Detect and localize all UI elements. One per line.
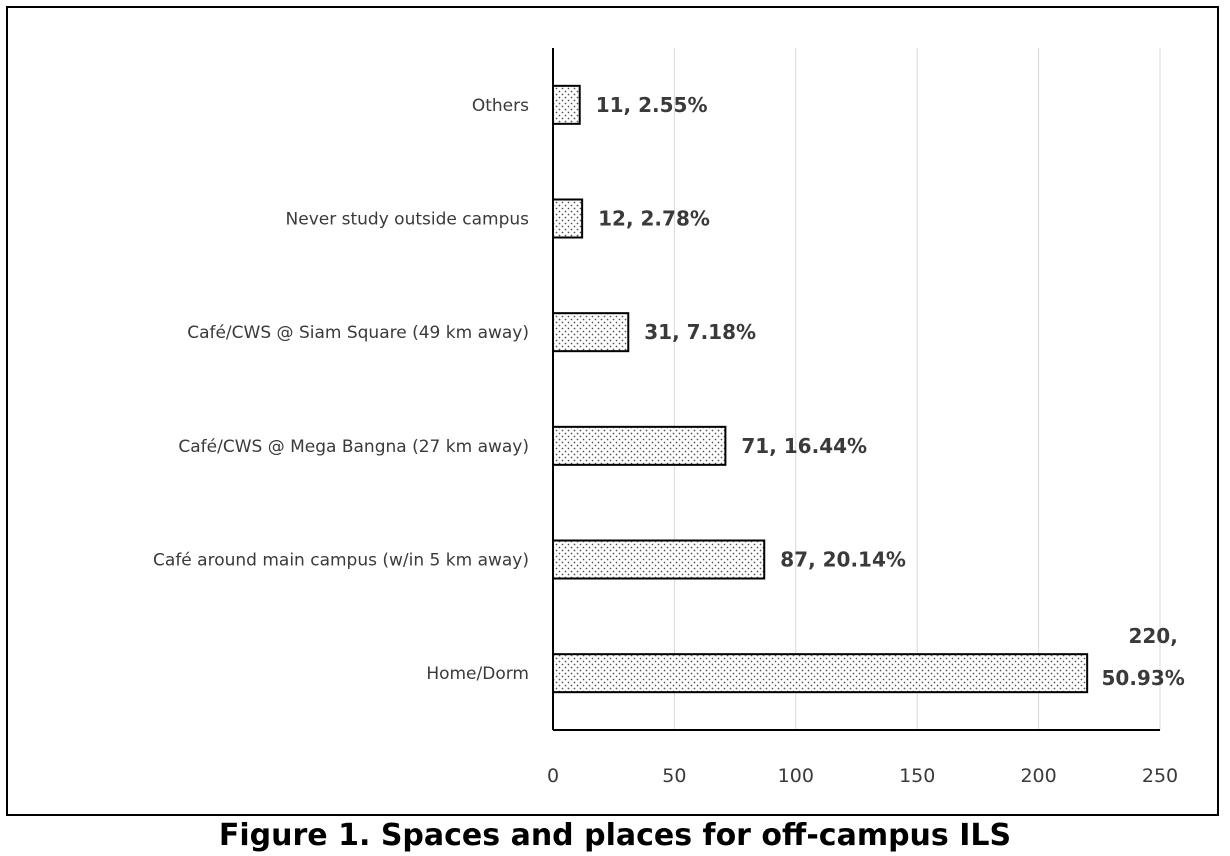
- category-label-2: Café/CWS @ Mega Bangna (27 km away): [178, 437, 529, 457]
- data-label-1: 87, 20.14%: [780, 548, 906, 572]
- data-label-5: 11, 2.55%: [596, 93, 708, 117]
- data-label-2: 71, 16.44%: [741, 434, 867, 458]
- bar-4: [552, 198, 584, 239]
- figure-caption: Figure 1. Spaces and places for off-camp…: [218, 818, 1012, 853]
- x-tick-label-50: 50: [662, 765, 686, 787]
- category-labels: Home/Dorm Café around main campus (w/in 5…: [153, 96, 529, 684]
- bar-1: [552, 539, 766, 580]
- x-tick-label-150: 150: [899, 765, 935, 787]
- x-tick-label-100: 100: [778, 765, 814, 787]
- bar-5: [552, 84, 581, 125]
- category-label-1: Café around main campus (w/in 5 km away): [153, 551, 529, 571]
- data-label-4: 12, 2.78%: [598, 207, 710, 231]
- data-label-0-line-1: 50.93%: [1102, 666, 1185, 690]
- bar-3: [552, 312, 630, 353]
- axes: [552, 48, 1160, 731]
- data-labels: 220, 50.93% 87, 20.14% 71, 16.44% 31, 7.18% 1…: [596, 93, 1185, 690]
- bar-2: [552, 425, 727, 466]
- x-tick-labels: 0 50 100 150 200 250: [547, 765, 1178, 787]
- x-tick-label-200: 200: [1020, 765, 1056, 787]
- bar-0: [552, 653, 1089, 694]
- data-label-0: 220, 50.93%: [1102, 624, 1185, 690]
- bar-chart: Home/Dorm Café around main campus (w/in 5…: [153, 48, 1185, 787]
- x-tick-label-0: 0: [547, 765, 559, 787]
- gridlines: [673, 48, 1161, 730]
- category-label-0: Home/Dorm: [426, 664, 529, 684]
- category-label-5: Others: [472, 96, 529, 116]
- data-label-3: 31, 7.18%: [644, 320, 756, 344]
- category-label-4: Never study outside campus: [286, 210, 530, 230]
- bars: [552, 84, 1089, 694]
- data-label-0-line-0: 220,: [1128, 624, 1177, 648]
- category-label-3: Café/CWS @ Siam Square (49 km away): [187, 323, 529, 343]
- x-tick-label-250: 250: [1142, 765, 1178, 787]
